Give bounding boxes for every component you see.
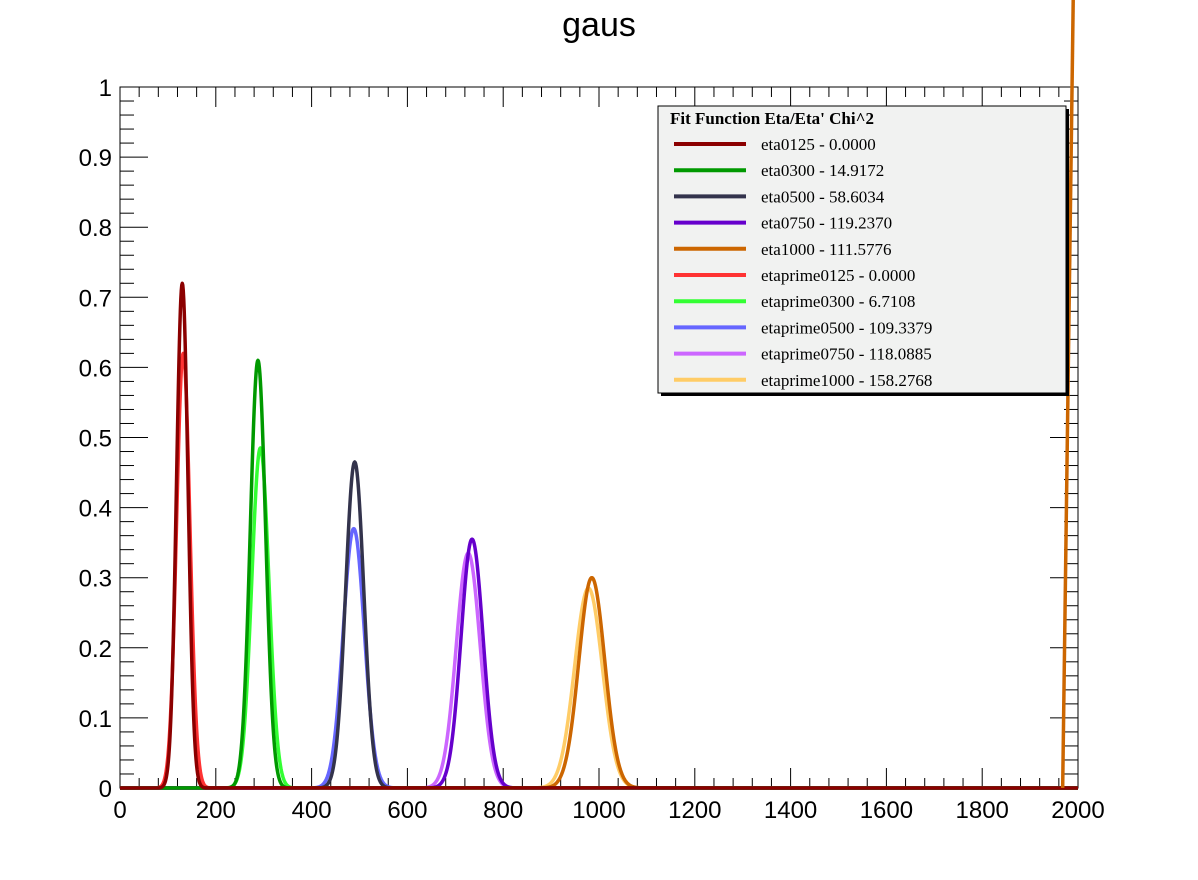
y-tick-label: 0.5	[79, 426, 112, 453]
series-line-3	[119, 460, 1079, 790]
legend-entry: eta0500 - 58.6034	[761, 187, 885, 206]
y-tick-label: 0.9	[79, 145, 112, 172]
x-tick-label: 1200	[668, 797, 721, 824]
legend-entry: eta1000 - 111.5776	[761, 240, 891, 259]
legend-entry: etaprime0750 - 118.0885	[761, 345, 932, 364]
legend-entry: eta0300 - 14.9172	[761, 161, 884, 180]
x-tick-label: 0	[113, 797, 126, 824]
series-line-9	[119, 551, 1079, 790]
series-line-2	[119, 358, 1079, 790]
legend-entry: etaprime0125 - 0.0000	[761, 266, 915, 285]
y-tick-label: 1	[99, 75, 112, 102]
legend: Fit Function Eta/Eta' Chi^2 eta0125 - 0.0…	[657, 105, 1069, 396]
x-tick-label: 1000	[572, 797, 625, 824]
x-tick-label: 2000	[1051, 797, 1104, 824]
legend-entry: etaprime0500 - 109.3379	[761, 318, 932, 337]
legend-header: Fit Function Eta/Eta' Chi^2	[670, 109, 874, 128]
y-tick-label: 0.4	[79, 496, 112, 523]
x-tick-label: 1800	[956, 797, 1009, 824]
y-tick-label: 0.3	[79, 566, 112, 593]
legend-entry: etaprime1000 - 158.2768	[761, 371, 932, 390]
legend-entry: eta0750 - 119.2370	[761, 214, 892, 233]
y-tick-label: 0.8	[79, 215, 112, 242]
x-tick-label: 1400	[764, 797, 817, 824]
y-tick-label: 0.7	[79, 285, 112, 312]
series-line-8	[119, 526, 1079, 790]
series-line-1	[119, 281, 1079, 790]
chart-title: gaus	[562, 6, 636, 44]
legend-entry: etaprime0300 - 6.7108	[761, 292, 915, 311]
y-tick-label: 0.2	[79, 636, 112, 663]
y-tick-label: 0.6	[79, 355, 112, 382]
series-layer	[119, 0, 1079, 790]
series-line-4	[119, 537, 1079, 790]
x-tick-label: 400	[292, 797, 332, 824]
x-tick-label: 200	[196, 797, 236, 824]
axes-layer: 0 200 400 600 800 1000 1200 1400 1600 1800 2000 0 0.…	[79, 75, 1105, 824]
series-line-5	[119, 575, 1079, 790]
legend-entry: eta0125 - 0.0000	[761, 135, 876, 154]
x-tick-label: 1600	[860, 797, 913, 824]
x-tick-label: 600	[387, 797, 427, 824]
y-tick-label: 0	[99, 776, 112, 803]
x-tick-label: 800	[483, 797, 523, 824]
y-tick-label: 0.1	[79, 706, 112, 733]
